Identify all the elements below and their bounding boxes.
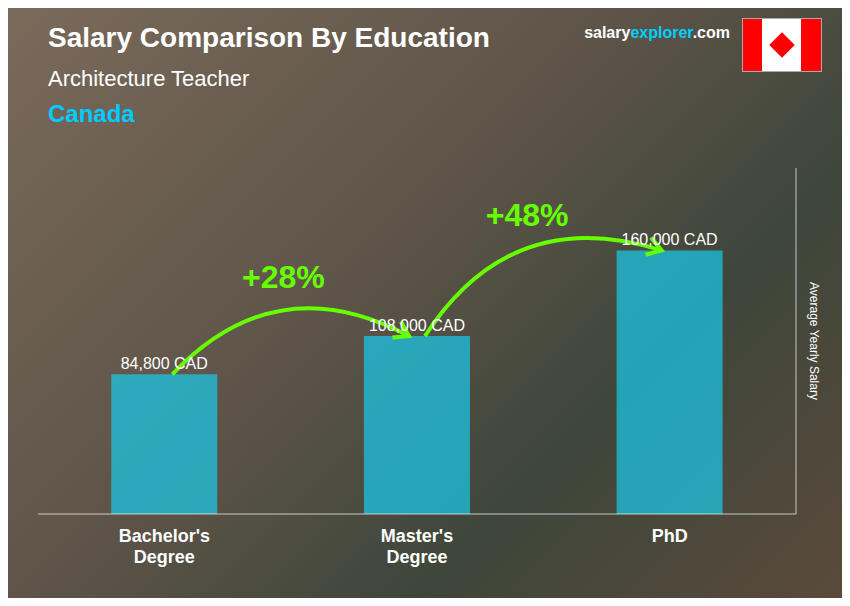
svg-text:Average Yearly Salary: Average Yearly Salary — [807, 282, 821, 400]
svg-text:84,800 CAD: 84,800 CAD — [121, 355, 208, 372]
svg-text:Master'sDegree: Master'sDegree — [381, 526, 453, 567]
svg-text:+28%: +28% — [242, 259, 325, 295]
svg-text:PhD: PhD — [652, 526, 688, 546]
svg-text:160,000 CAD: 160,000 CAD — [622, 231, 718, 248]
html-text:Canada: Canada — [48, 100, 135, 127]
svg-text:108,000 CAD: 108,000 CAD — [369, 317, 465, 334]
html-text:Architecture Teacher: Architecture Teacher — [48, 66, 250, 91]
html-text:salary explorer.com: salary explorer.com — [584, 24, 730, 41]
svg-text:+48%: +48% — [486, 197, 569, 233]
html-text:Salary Comparison By Education: Salary Comparison By Education — [48, 22, 490, 53]
svg-text:Bachelor'sDegree: Bachelor'sDegree — [119, 526, 210, 567]
